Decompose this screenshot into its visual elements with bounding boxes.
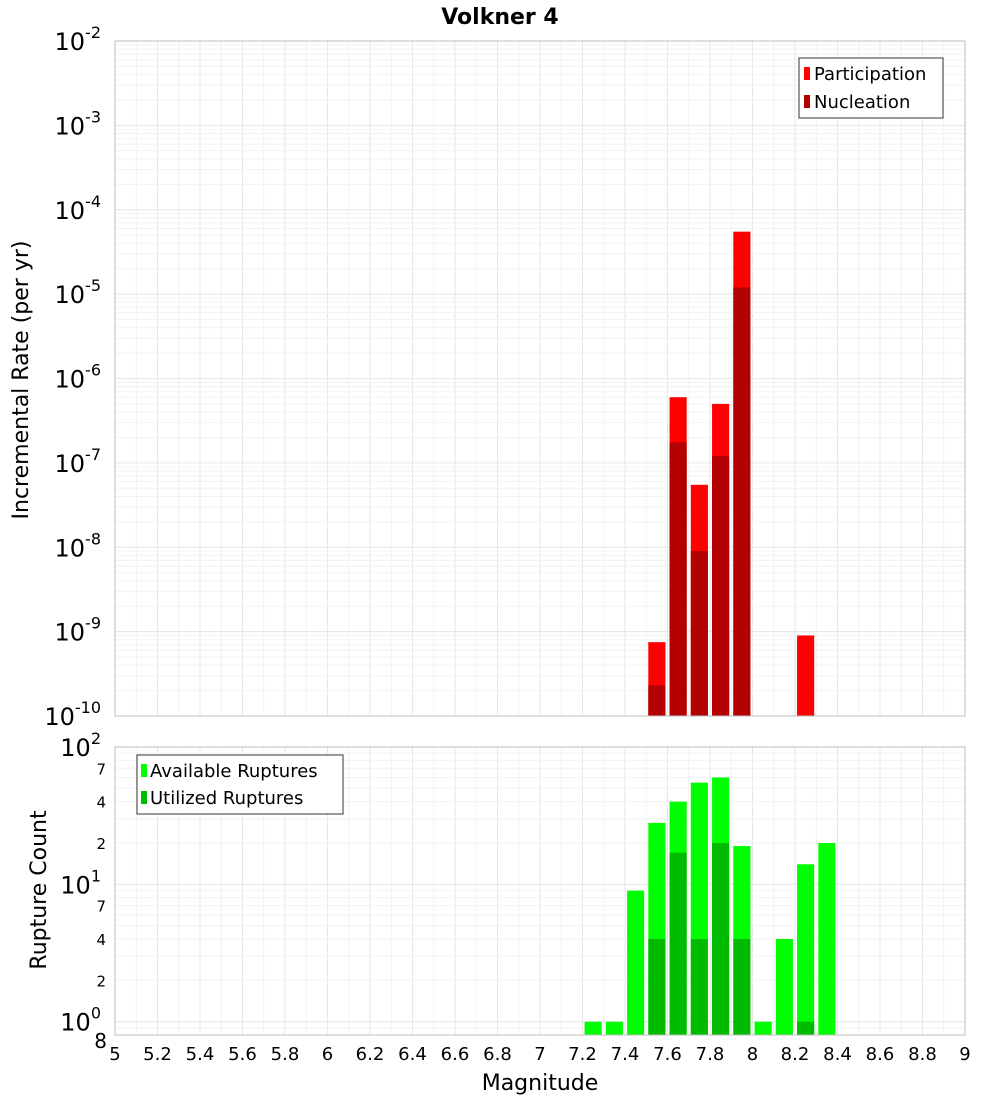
bottom-bar-available-ruptures xyxy=(627,890,645,1035)
x-tick-label: 8.4 xyxy=(823,1044,852,1065)
bottom-legend: Available Ruptures Utilized Ruptures xyxy=(136,754,344,815)
top-y-tick-label: 10-7 xyxy=(55,445,102,478)
bottom-y-tick-label: 102 xyxy=(60,729,101,762)
legend-label-nucleation: Nucleation xyxy=(814,92,910,113)
top-bar-nucleation xyxy=(669,442,687,716)
bottom-bar-available-ruptures xyxy=(797,864,815,1035)
top-plot-border xyxy=(114,40,966,717)
x-tick-label: 5.2 xyxy=(143,1044,172,1065)
x-tick-label: 9 xyxy=(959,1044,970,1065)
bottom-y-axis-title: Rupture Count xyxy=(27,810,52,970)
top-bar-nucleation xyxy=(733,287,751,716)
x-tick-label: 6 xyxy=(322,1044,333,1065)
x-tick-label: 7.2 xyxy=(568,1044,597,1065)
x-tick-label: 8.2 xyxy=(781,1044,810,1065)
bottom-bar-utilized-ruptures xyxy=(669,852,687,1035)
top-plot-bars xyxy=(648,231,815,716)
legend-label-utilized: Utilized Ruptures xyxy=(150,788,303,809)
x-tick-label: 7.8 xyxy=(696,1044,725,1065)
x-tick-label: 5.4 xyxy=(186,1044,215,1065)
legend-label-available: Available Ruptures xyxy=(150,761,318,782)
top-bar-nucleation xyxy=(712,456,730,716)
x-tick-label: 6.6 xyxy=(441,1044,470,1065)
bottom-y-minor-tick-label: 4 xyxy=(96,794,106,812)
bottom-y-tick-label: 100 xyxy=(60,1004,101,1037)
top-y-tick-label: 10-2 xyxy=(55,23,102,56)
bottom-bar-utilized-ruptures xyxy=(797,1021,815,1035)
bottom-plot-bars xyxy=(584,777,836,1035)
x-tick-label: 8 xyxy=(747,1044,758,1065)
bottom-bar-available-ruptures xyxy=(754,1021,772,1035)
top-y-tick-label: 10-10 xyxy=(44,698,101,731)
legend-swatch-participation xyxy=(804,67,810,80)
legend-swatch-nucleation xyxy=(804,95,810,108)
bottom-y-minor-tick-label: 2 xyxy=(96,835,106,853)
chart-title: Volkner 4 xyxy=(441,5,559,30)
top-y-tick-label: 10-8 xyxy=(55,529,102,562)
bottom-y-minor-tick-label: 7 xyxy=(96,760,106,778)
bottom-y-minor-tick-label: 7 xyxy=(96,898,106,916)
top-bar-nucleation xyxy=(690,551,708,716)
bottom-bar-utilized-ruptures xyxy=(712,843,730,1035)
x-tick-label: 7.6 xyxy=(653,1044,682,1065)
x-tick-label: 8.8 xyxy=(908,1044,937,1065)
top-y-axis-title: Incremental Rate (per yr) xyxy=(9,241,34,520)
top-bar-participation xyxy=(797,635,815,716)
bottom-y-minor-tick-label: 8 xyxy=(94,1029,107,1053)
bottom-bar-utilized-ruptures xyxy=(733,939,751,1035)
x-tick-label: 6.2 xyxy=(356,1044,385,1065)
top-legend: Participation Nucleation xyxy=(798,57,944,119)
top-y-tick-label: 10-3 xyxy=(55,107,102,140)
x-tick-label: 5.8 xyxy=(271,1044,300,1065)
top-legend-frame xyxy=(798,57,944,119)
x-tick-label: 7 xyxy=(534,1044,545,1065)
x-tick-label: 5 xyxy=(109,1044,120,1065)
x-tick-label: 7.4 xyxy=(611,1044,640,1065)
axes: 10-10 10-9 10-8 10-7 10-6 10-5 10-4 10-3 10-2 100… xyxy=(44,23,970,1065)
x-tick-label: 6.4 xyxy=(398,1044,427,1065)
bottom-bar-utilized-ruptures xyxy=(690,939,708,1035)
bottom-plot-border xyxy=(114,746,966,1036)
top-y-tick-label: 10-9 xyxy=(55,614,102,647)
bottom-bar-available-ruptures xyxy=(775,939,793,1035)
legend-swatch-available xyxy=(141,764,147,777)
bottom-bar-available-ruptures xyxy=(605,1021,623,1035)
legend-swatch-utilized xyxy=(141,791,147,804)
legend-label-participation: Participation xyxy=(814,64,926,85)
bottom-legend-frame xyxy=(136,754,344,815)
bottom-bar-available-ruptures xyxy=(818,843,836,1035)
bottom-bar-available-ruptures xyxy=(584,1021,602,1035)
top-plot-grid xyxy=(114,41,966,717)
x-tick-label: 5.6 xyxy=(228,1044,257,1065)
top-y-tick-label: 10-5 xyxy=(55,276,102,309)
x-tick-label: 6.8 xyxy=(483,1044,512,1065)
top-y-tick-label: 10-4 xyxy=(55,192,102,225)
bottom-y-tick-label: 101 xyxy=(60,866,101,899)
top-y-tick-label: 10-6 xyxy=(55,361,102,394)
x-tick-label: 8.6 xyxy=(866,1044,895,1065)
x-axis-title: Magnitude xyxy=(482,1071,599,1096)
bottom-bar-utilized-ruptures xyxy=(648,939,666,1035)
bottom-y-minor-tick-label: 4 xyxy=(96,931,106,949)
top-bar-nucleation xyxy=(648,685,666,716)
bottom-y-minor-tick-label: 2 xyxy=(96,972,106,990)
